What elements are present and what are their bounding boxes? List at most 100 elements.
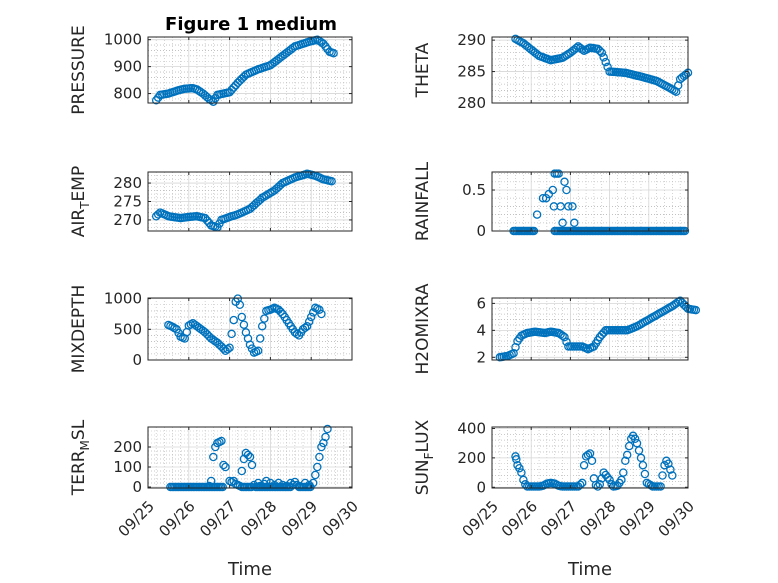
axes-box	[491, 297, 689, 361]
data-point	[577, 45, 587, 54]
data-point	[211, 442, 220, 452]
data-point	[227, 329, 236, 339]
y-axis-label: H2OMIXRA	[413, 283, 433, 374]
y-label-main: H2OMIXRA	[413, 283, 433, 374]
data-point	[260, 314, 269, 323]
y-tick-label: 500	[113, 320, 142, 338]
data-series	[151, 169, 336, 232]
y-label-subscript: M	[78, 440, 92, 450]
y-tick-label: 100	[113, 458, 142, 476]
data-point	[548, 185, 558, 195]
data-point	[304, 317, 314, 326]
data-point	[306, 312, 316, 322]
axes-box	[491, 171, 689, 232]
axes-box	[491, 36, 689, 104]
data-point	[666, 465, 675, 474]
data-point	[200, 213, 210, 223]
y-tick-label: 1000	[104, 31, 142, 49]
data-point	[646, 481, 656, 490]
minor-grid	[148, 427, 352, 488]
data-point	[237, 466, 247, 476]
data-point	[276, 307, 285, 317]
y-label-main: SUN	[413, 459, 433, 495]
data-point	[311, 470, 320, 480]
data-point	[658, 471, 667, 480]
data-point	[562, 185, 571, 195]
data-point	[597, 48, 607, 57]
minor-grid	[492, 172, 688, 231]
y-axis-label: AIRTEMP	[69, 166, 92, 237]
y-label-main: THETA	[413, 42, 433, 98]
y-axis-label: THETA	[413, 42, 433, 98]
y-tick-label: 0	[476, 222, 486, 240]
y-tick-label: 900	[113, 58, 142, 76]
subplot-theta: 280 285 290 THETA	[413, 31, 693, 112]
subplot-rainfall: 0 0.5 RAINFALL	[413, 161, 690, 241]
data-point	[323, 424, 332, 434]
subplot-h2omixra: 2 4 6 H2OMIXRA	[413, 283, 701, 375]
data-point	[593, 482, 603, 491]
y-tick-label: 200	[457, 449, 486, 467]
y-label-subscript: F	[422, 452, 436, 459]
data-point	[515, 463, 524, 473]
data-point	[640, 469, 650, 479]
data-point	[317, 309, 326, 319]
y-label-rest: SL	[69, 419, 89, 440]
data-point	[630, 434, 640, 444]
y-tick-label: 800	[113, 85, 142, 103]
y-tick-label: 275	[113, 193, 142, 211]
data-point	[239, 320, 249, 329]
data-series	[495, 296, 701, 362]
data-point	[572, 43, 581, 53]
y-label-subscript: T	[78, 201, 92, 210]
data-point	[577, 478, 587, 488]
data-point	[247, 460, 257, 470]
data-point	[292, 329, 302, 339]
y-label-main: RAINFALL	[413, 161, 433, 241]
axes-box	[147, 426, 353, 489]
data-point	[255, 481, 265, 491]
y-tick-label: 280	[457, 94, 486, 112]
data-point	[601, 57, 610, 67]
data-point	[313, 462, 322, 472]
data-point	[278, 480, 287, 490]
data-point	[315, 305, 324, 314]
data-point	[153, 210, 163, 219]
data-point	[245, 452, 255, 462]
data-point	[599, 53, 608, 62]
y-axis-label: RAINFALL	[413, 161, 433, 241]
data-point	[317, 442, 326, 452]
data-point	[329, 48, 338, 58]
data-point	[564, 202, 573, 211]
data-point	[249, 480, 259, 490]
data-point	[570, 218, 579, 228]
x-axis-label: Time	[227, 559, 272, 580]
data-point	[221, 462, 230, 472]
data-point	[634, 446, 644, 455]
data-point	[532, 210, 542, 219]
data-series	[151, 35, 338, 106]
data-point	[253, 346, 263, 356]
data-point	[605, 475, 614, 485]
y-tick-label: 0.5	[462, 181, 486, 199]
subplot-mixdepth: 0 500 1000 MIXDEPTH	[69, 285, 353, 373]
data-point	[223, 345, 232, 354]
y-tick-label: 200	[113, 438, 142, 456]
y-tick-label: 270	[113, 211, 142, 229]
data-series	[164, 294, 326, 357]
y-axis-label: PRESSURE	[69, 25, 89, 114]
data-point	[554, 169, 563, 178]
data-point	[237, 312, 247, 322]
data-point	[558, 331, 567, 340]
data-point	[229, 315, 238, 325]
y-label-main: PRESSURE	[69, 25, 89, 114]
data-point	[691, 305, 701, 315]
data-point	[255, 334, 265, 343]
data-point	[664, 459, 673, 468]
y-tick-label: 4	[476, 321, 486, 339]
figure-title: Figure 1 medium	[165, 14, 337, 35]
data-point	[591, 480, 601, 490]
data-point	[308, 478, 318, 488]
